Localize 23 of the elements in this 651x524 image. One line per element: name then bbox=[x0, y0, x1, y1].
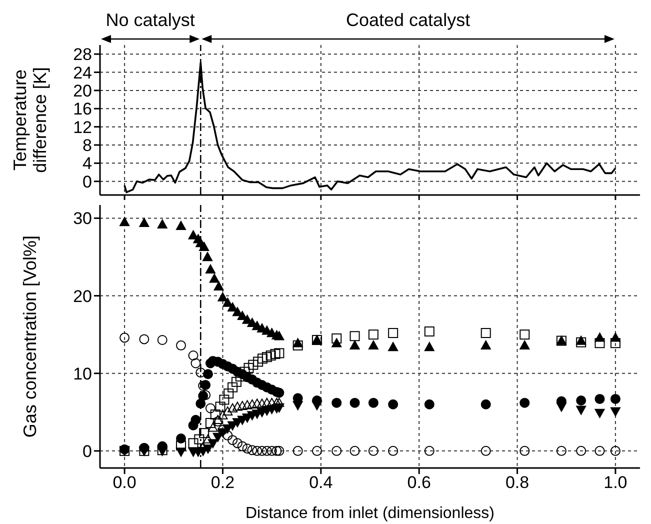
y-tick-label: 20 bbox=[73, 286, 92, 306]
x-tick-label: 0.6 bbox=[407, 473, 431, 492]
x-tick-label: 1.0 bbox=[604, 473, 628, 492]
x-tick-label: 0.4 bbox=[309, 473, 333, 492]
text: No catalyst bbox=[106, 10, 195, 30]
y-axis-title: Gas concentration [Vol%] bbox=[20, 235, 40, 438]
y-tick-label: 30 bbox=[73, 209, 92, 228]
y-tick-label: 20 bbox=[73, 81, 92, 100]
y-tick-label: 16 bbox=[73, 100, 92, 119]
y-tick-label: 0 bbox=[82, 172, 92, 192]
y-axis-title: Temperature difference [K] bbox=[10, 67, 50, 173]
text: Coated catalyst bbox=[346, 10, 470, 30]
y-tick-label: 28 bbox=[73, 45, 92, 64]
y-tick-label: 0 bbox=[82, 442, 92, 461]
x-tick-label: 0.2 bbox=[210, 473, 235, 492]
y-tick-label: 12 bbox=[73, 118, 92, 137]
y-tick-label: 4 bbox=[82, 154, 92, 174]
y-tick-label: 8 bbox=[82, 136, 92, 156]
y-tick-label: 24 bbox=[73, 63, 92, 82]
x-tick-label: 0.0 bbox=[112, 473, 136, 492]
x-axis-title: Distance from inlet (dimensionless) bbox=[246, 505, 494, 522]
x-tick-label: 0.8 bbox=[505, 473, 530, 492]
y-tick-label: 10 bbox=[73, 364, 92, 384]
